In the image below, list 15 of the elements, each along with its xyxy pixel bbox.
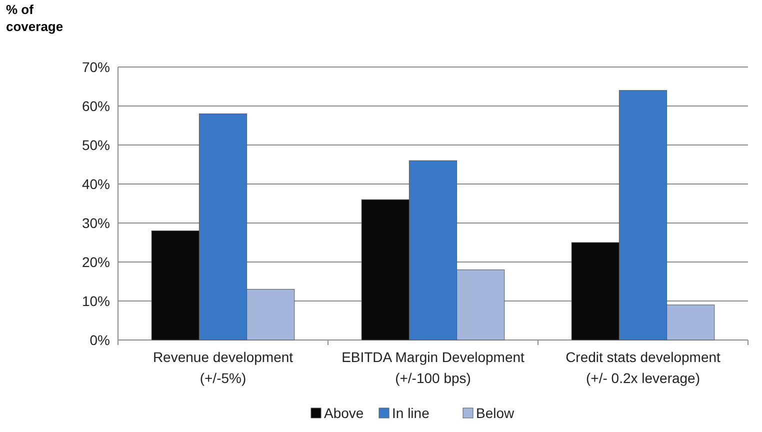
x-tick-label: Credit stats development (+/- 0.2x leverage) bbox=[566, 349, 721, 386]
y-tick-label: 0% bbox=[90, 332, 110, 348]
y-tick-label: 40% bbox=[82, 176, 110, 192]
y-tick-label: 10% bbox=[82, 292, 110, 309]
x-tick-label: Revenue development (+/-5%) bbox=[152, 349, 294, 386]
legend-label: In line bbox=[392, 405, 430, 421]
legend-label: Above bbox=[324, 405, 364, 421]
y-tick-label: 60% bbox=[82, 98, 110, 114]
y-tick-label: 20% bbox=[82, 254, 110, 270]
legend-label: Below bbox=[476, 405, 516, 421]
y-tick-label: 50% bbox=[82, 136, 110, 153]
y-axis-title: % of coverage bbox=[6, 2, 64, 34]
y-tick-label: 70% bbox=[82, 58, 110, 75]
x-tick-label: EBITDA Margin Development (+/-100 bps) bbox=[342, 349, 525, 386]
y-tick-label: 30% bbox=[82, 214, 110, 231]
